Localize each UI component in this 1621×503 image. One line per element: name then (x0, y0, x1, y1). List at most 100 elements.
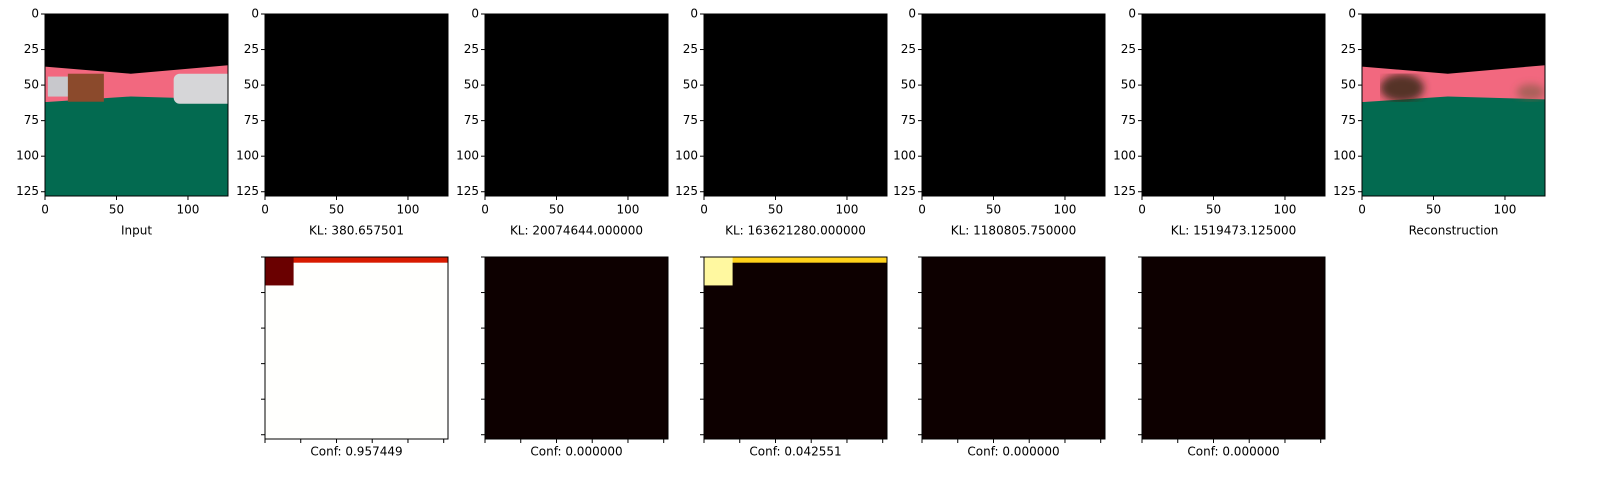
x-tick-label: 0 (1138, 203, 1146, 217)
x-tick-label: 100 (836, 203, 859, 217)
y-tick-label: 0 (31, 7, 39, 21)
frame (921, 13, 1106, 197)
bottom-panel: Conf: 0.042551 (700, 256, 888, 459)
y-tick-label: 50 (1121, 78, 1136, 92)
panel-label: Conf: 0.000000 (967, 445, 1059, 459)
bottom-panel: Conf: 0.000000 (1138, 256, 1326, 459)
frame (264, 256, 449, 440)
x-tick-label: 100 (177, 203, 200, 217)
y-tick-label: 75 (1341, 113, 1356, 127)
y-tick-label: 25 (901, 42, 916, 56)
frame (44, 13, 229, 197)
panel-label: KL: 20074644.000000 (510, 224, 643, 238)
heat (704, 257, 733, 286)
car (173, 73, 228, 104)
y-tick-label: 125 (675, 184, 698, 198)
y-tick-label: 125 (1113, 184, 1136, 198)
y-tick-label: 100 (1113, 149, 1136, 163)
x-tick-label: 0 (918, 203, 926, 217)
frame (921, 256, 1106, 440)
y-tick-label: 125 (456, 184, 479, 198)
y-tick-label: 100 (1333, 149, 1356, 163)
panel-label: KL: 1519473.125000 (1171, 224, 1296, 238)
x-tick-label: 50 (1426, 203, 1441, 217)
heat (265, 257, 294, 286)
x-tick-label: 50 (549, 203, 564, 217)
frame (703, 13, 888, 197)
panel-label: Input (121, 224, 152, 238)
top-panel: 0 50 100 0 25 50 75 100 125 KL: 1180805.750000 (893, 7, 1106, 238)
y-tick-label: 125 (1333, 184, 1356, 198)
y-tick-label: 50 (464, 78, 479, 92)
bottom-panel: Conf: 0.957449 (261, 256, 449, 459)
x-tick-label: 100 (397, 203, 420, 217)
y-tick-label: 0 (251, 7, 259, 21)
y-tick-label: 75 (24, 113, 39, 127)
x-tick-label: 100 (1054, 203, 1077, 217)
y-tick-label: 125 (893, 184, 916, 198)
y-tick-label: 125 (236, 184, 259, 198)
bottom-panel: Conf: 0.000000 (918, 256, 1106, 459)
image (1142, 14, 1325, 196)
y-tick-label: 100 (16, 149, 39, 163)
x-tick-label: 0 (481, 203, 489, 217)
y-tick-label: 75 (464, 113, 479, 127)
x-tick-label: 100 (1494, 203, 1517, 217)
y-tick-label: 0 (1348, 7, 1356, 21)
y-tick-label: 0 (690, 7, 698, 21)
panel-label: KL: 380.657501 (309, 224, 404, 238)
y-tick-label: 100 (893, 149, 916, 163)
x-tick-label: 50 (329, 203, 344, 217)
x-tick-label: 50 (109, 203, 124, 217)
y-tick-label: 50 (1341, 78, 1356, 92)
x-tick-label: 0 (261, 203, 269, 217)
frame (1141, 13, 1326, 197)
y-tick-label: 100 (456, 149, 479, 163)
y-tick-label: 25 (24, 42, 39, 56)
panel-label: Conf: 0.000000 (530, 445, 622, 459)
frame (1141, 256, 1326, 440)
y-tick-label: 50 (244, 78, 259, 92)
y-tick-label: 25 (683, 42, 698, 56)
image (704, 14, 887, 196)
heat (704, 257, 887, 439)
spot (1516, 84, 1545, 101)
heat (922, 257, 1105, 439)
y-tick-label: 0 (908, 7, 916, 21)
top-panel: 0 50 100 0 25 50 75 100 125 KL: 20074644.000000 (456, 7, 669, 238)
heat (265, 257, 448, 263)
panel-label: Conf: 0.957449 (310, 445, 402, 459)
x-tick-label: 100 (1274, 203, 1297, 217)
spot (1380, 73, 1425, 102)
panel-label: Reconstruction (1409, 224, 1499, 238)
y-tick-label: 75 (901, 113, 916, 127)
y-tick-label: 75 (1121, 113, 1136, 127)
x-tick-label: 0 (1358, 203, 1366, 217)
y-tick-label: 50 (901, 78, 916, 92)
image (922, 14, 1105, 196)
box (67, 73, 104, 102)
image (485, 14, 668, 196)
heat (265, 257, 448, 439)
frame (484, 13, 669, 197)
top-panel: 0 50 100 0 25 50 75 100 125 KL: 163621280.000000 (675, 7, 888, 238)
bottom-panel: Conf: 0.000000 (481, 256, 669, 459)
y-tick-label: 100 (236, 149, 259, 163)
frame (1361, 13, 1546, 197)
y-tick-label: 50 (683, 78, 698, 92)
frame (703, 256, 888, 440)
scene (45, 14, 228, 196)
ground (45, 96, 228, 196)
frame (484, 256, 669, 440)
panel-label: KL: 163621280.000000 (725, 224, 866, 238)
y-tick-label: 0 (471, 7, 479, 21)
x-tick-label: 0 (700, 203, 708, 217)
y-tick-label: 100 (675, 149, 698, 163)
y-tick-label: 75 (244, 113, 259, 127)
y-tick-label: 50 (24, 78, 39, 92)
image (265, 14, 448, 196)
heat (704, 257, 887, 263)
y-tick-label: 125 (16, 184, 39, 198)
panel-label: Conf: 0.042551 (749, 445, 841, 459)
